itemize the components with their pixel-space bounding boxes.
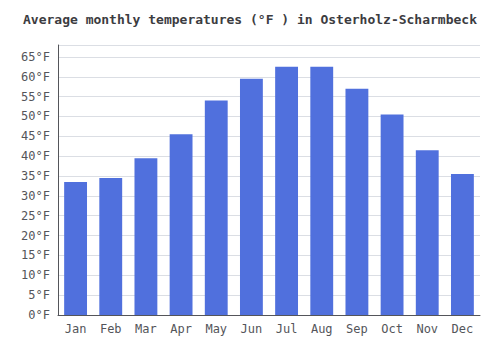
svg-text:May: May: [205, 322, 227, 336]
svg-text:40°F: 40°F: [21, 149, 50, 163]
svg-text:55°F: 55°F: [21, 90, 50, 104]
svg-text:Mar: Mar: [135, 322, 157, 336]
svg-text:5°F: 5°F: [28, 288, 50, 302]
svg-text:25°F: 25°F: [21, 209, 50, 223]
svg-text:Oct: Oct: [381, 322, 403, 336]
svg-text:50°F: 50°F: [21, 109, 50, 123]
svg-text:Nov: Nov: [416, 322, 438, 336]
svg-text:0°F: 0°F: [28, 308, 50, 322]
svg-text:Feb: Feb: [100, 322, 122, 336]
svg-text:Jan: Jan: [65, 322, 87, 336]
svg-text:Aug: Aug: [311, 322, 333, 336]
svg-text:Sep: Sep: [346, 322, 368, 336]
svg-text:Dec: Dec: [452, 322, 474, 336]
svg-text:35°F: 35°F: [21, 169, 50, 183]
svg-text:30°F: 30°F: [21, 189, 50, 203]
svg-text:20°F: 20°F: [21, 229, 50, 243]
svg-text:Average monthly temperatures (: Average monthly temperatures (°F ) in Os…: [23, 12, 477, 27]
svg-text:15°F: 15°F: [21, 248, 50, 262]
svg-text:10°F: 10°F: [21, 268, 50, 282]
svg-text:Jul: Jul: [276, 322, 298, 336]
svg-text:45°F: 45°F: [21, 129, 50, 143]
svg-text:Apr: Apr: [170, 322, 192, 336]
svg-text:60°F: 60°F: [21, 70, 50, 84]
svg-text:Jun: Jun: [241, 322, 263, 336]
svg-text:65°F: 65°F: [21, 50, 50, 64]
